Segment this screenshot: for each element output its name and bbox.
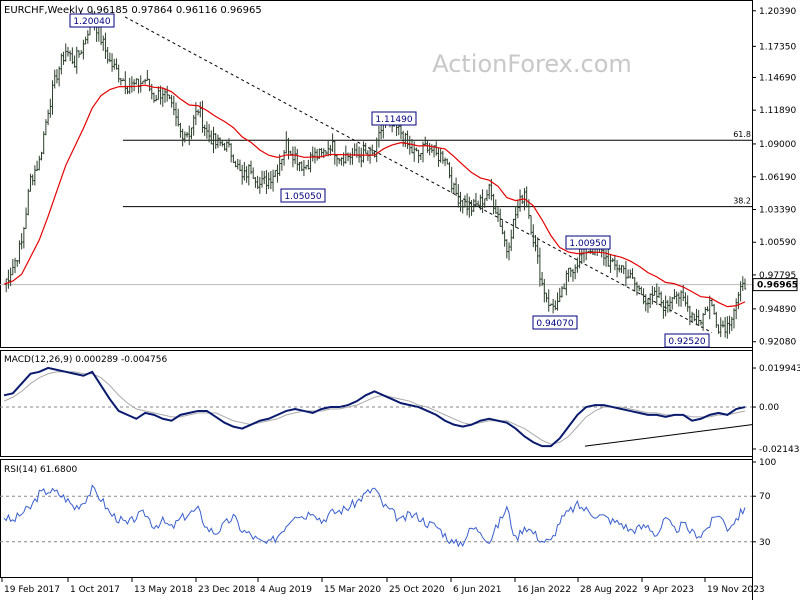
price-y-tick-label: 1.11890 <box>759 106 796 116</box>
macd-line <box>3 366 746 448</box>
key-level-box <box>664 333 710 348</box>
price-y-tick-label: 1.17350 <box>759 42 796 52</box>
price-y-tick-label: 1.06190 <box>759 173 796 183</box>
x-tick-label: 23 Dec 2018 <box>198 585 256 595</box>
key-level-label: 0.94070 <box>536 319 573 329</box>
current-price-tag <box>752 278 798 292</box>
key-level-box <box>371 111 417 126</box>
x-tick-label: 13 May 2018 <box>134 585 193 595</box>
x-axis: 19 Feb 2017 1 Oct 2017 13 May 2018 23 Dec 2… <box>1 578 765 595</box>
fib-level-label: 61.8 <box>733 130 751 139</box>
rsi-title: RSI(14) 61.6800 <box>4 465 77 475</box>
x-tick-label: 28 Aug 2022 <box>580 585 638 595</box>
key-level-box <box>532 315 578 330</box>
price-panel-frame <box>0 0 753 348</box>
macd-y-tick-label: 0.00 <box>759 403 779 413</box>
key-level-label: 1.20040 <box>73 17 110 27</box>
price-y-tick-label: 1.00590 <box>759 238 796 248</box>
price-y-tick-label: 0.92080 <box>759 338 796 348</box>
x-tick-label: 19 Feb 2017 <box>4 585 60 595</box>
price-y-tick-label: 1.14690 <box>759 73 796 83</box>
x-tick-label: 19 Nov 2023 <box>707 585 765 595</box>
x-tick-label: 4 Aug 2019 <box>260 585 312 595</box>
price-y-tick-label: 0.94890 <box>759 305 796 315</box>
current-price-label: 0.96965 <box>757 281 798 291</box>
rsi-y-tick-label: 70 <box>759 492 771 502</box>
key-level-box <box>69 13 115 28</box>
macd-y-tick-label: 0.019943 <box>759 364 800 374</box>
macd-panel: 0.019943 0.00 -0.021434 <box>0 364 800 455</box>
ema-line <box>3 84 746 308</box>
price-y-tick-label: 1.09000 <box>759 140 796 150</box>
macd-signal-line <box>3 371 746 445</box>
x-tick-label: 1 Oct 2017 <box>70 585 120 595</box>
key-level-box <box>280 188 326 203</box>
watermark: ActionForex.com <box>432 50 632 78</box>
rsi-panel-frame <box>0 459 753 578</box>
key-level-label: 0.92520 <box>668 337 705 347</box>
x-tick-label: 16 Jan 2022 <box>517 585 571 595</box>
key-level-box <box>565 235 611 250</box>
rsi-panel: 100 70 30 <box>0 458 776 548</box>
key-level-label: 1.00950 <box>569 239 606 249</box>
price-y-tick-label: 1.03390 <box>759 206 796 216</box>
price-y-tick-label: 1.20390 <box>759 7 796 17</box>
rsi-line <box>3 484 746 548</box>
macd-y-tick-label: -0.021434 <box>759 445 800 455</box>
symbol-line: EURCHF,Weekly 0.96185 0.97864 0.96116 0.… <box>4 5 262 16</box>
x-tick-label: 6 Jun 2021 <box>453 585 501 595</box>
macd-title: MACD(12,26,9) 0.000289 -0.004756 <box>4 355 167 365</box>
price-y-tick-label: 0.97795 <box>759 271 796 281</box>
fib-level-label: 38.2 <box>733 197 751 206</box>
key-level-label: 1.11490 <box>375 115 412 125</box>
x-tick-label: 25 Oct 2020 <box>389 585 445 595</box>
rsi-y-tick-label: 30 <box>759 538 771 548</box>
rsi-y-tick-label: 100 <box>759 458 776 468</box>
key-level-label: 1.05050 <box>284 192 321 202</box>
macd-trendline <box>584 424 753 447</box>
x-tick-label: 15 Mar 2020 <box>324 585 381 595</box>
price-panel: 1.20390 1.17350 1.14690 1.11890 1.09000 1.061… <box>0 7 798 348</box>
x-tick-label: 9 Apr 2023 <box>644 585 694 595</box>
